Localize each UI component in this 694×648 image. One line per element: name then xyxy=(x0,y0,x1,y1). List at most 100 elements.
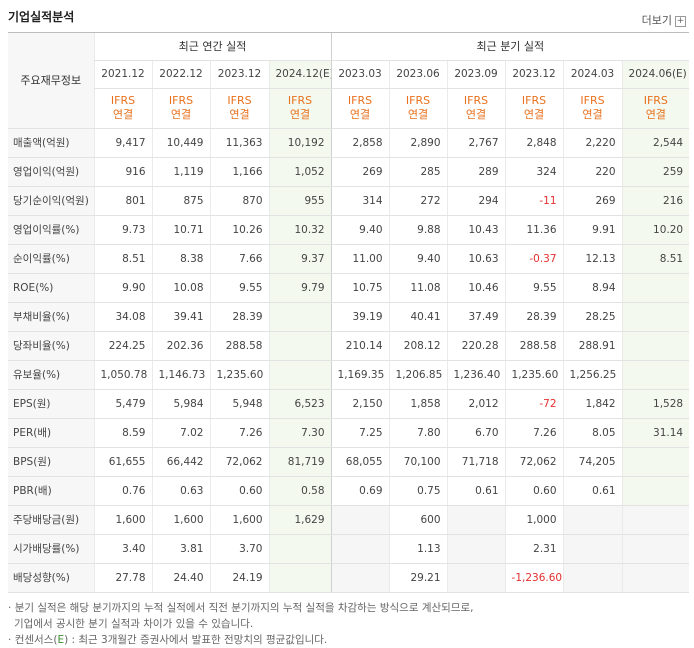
ifrs-basis-header: IFRS 연결 xyxy=(330,88,390,129)
table-cell: 31.14 xyxy=(621,418,690,448)
table-cell: 8.94 xyxy=(562,273,623,303)
table-cell: 1,052 xyxy=(268,157,332,187)
footnote-1-cont: 기업에서 공시한 분기 실적과 차이가 있을 수 있습니다. xyxy=(14,618,254,630)
annual-header: 최근 연간 실적 xyxy=(93,33,332,61)
table-cell: 68,055 xyxy=(330,447,390,477)
table-cell: 2,890 xyxy=(388,127,448,158)
table-cell: 324 xyxy=(504,157,564,187)
period-header: 2023.09 xyxy=(446,60,506,89)
table-cell xyxy=(268,302,332,332)
table-cell: 40.41 xyxy=(388,302,448,332)
table-cell: 10.26 xyxy=(209,214,269,245)
ifrs-basis-header: IFRS 연결 xyxy=(151,88,210,129)
row-label: 순이익률(%) xyxy=(8,244,94,274)
table-row: 주당배당금(원) 1,600 1,600 1,600 1,629 600 1,000 xyxy=(8,504,690,535)
table-cell: 34.08 xyxy=(93,302,152,332)
table-cell: 288.58 xyxy=(504,331,564,361)
table-cell: 216 xyxy=(621,186,690,216)
table-cell: 208.12 xyxy=(388,331,448,361)
table-cell: 66,442 xyxy=(151,447,210,477)
table-cell: 7.26 xyxy=(209,418,269,448)
table-cell xyxy=(562,534,623,564)
table-cell: 5,948 xyxy=(209,388,269,419)
table-cell: 7.26 xyxy=(504,418,564,448)
table-cell xyxy=(562,504,623,535)
table-cell: -0.37 xyxy=(504,244,564,274)
table-cell: 1,236.40 xyxy=(446,360,506,390)
table-cell: 288.58 xyxy=(209,331,269,361)
table-cell: 1,235.60 xyxy=(504,360,564,390)
table-cell: 220 xyxy=(562,157,623,187)
table-cell: 71,718 xyxy=(446,447,506,477)
table-cell: 11.08 xyxy=(388,273,448,303)
row-label: BPS(원) xyxy=(8,447,94,477)
ifrs-basis-header: IFRS 연결 xyxy=(562,88,623,129)
table-row: 영업이익률(%) 9.73 10.71 10.26 10.32 9.40 9.88 10.43… xyxy=(8,214,690,245)
table-cell: 1,528 xyxy=(621,388,690,419)
row-label: 부채비율(%) xyxy=(8,302,94,332)
table-cell: 7.25 xyxy=(330,418,390,448)
table-row: 배당성향(%) 27.78 24.40 24.19 29.21 -1,236.60 xyxy=(8,563,690,593)
table-cell xyxy=(268,534,332,564)
table-row: PBR(배) 0.76 0.63 0.60 0.58 0.69 0.75 0.61 0.60 0.… xyxy=(8,476,690,506)
row-label: 당좌비율(%) xyxy=(8,331,94,361)
table-cell: 1,169.35 xyxy=(330,360,390,390)
basis-label: 연결 xyxy=(407,108,429,121)
table-cell xyxy=(446,504,506,535)
table-cell: 2,858 xyxy=(330,127,390,158)
ifrs-label: IFRS xyxy=(347,94,373,107)
ifrs-label: IFRS xyxy=(521,94,547,107)
basis-label: 연결 xyxy=(289,108,311,121)
row-label: ROE(%) xyxy=(8,273,94,303)
basis-label: 연결 xyxy=(229,108,250,121)
footnote-1: · 분기 실적은 해당 분기까지의 누적 실적에서 직전 분기까지의 누적 실적… xyxy=(8,602,474,614)
table-cell: 955 xyxy=(268,186,332,216)
table-cell: 9.91 xyxy=(562,214,623,245)
table-cell xyxy=(621,504,690,535)
consensus-e: E xyxy=(57,634,65,646)
table-cell: 916 xyxy=(93,157,152,187)
table-cell: 1,166 xyxy=(209,157,269,187)
period-header: 2023.03 xyxy=(330,60,390,89)
table-cell: 0.63 xyxy=(151,476,210,506)
row-label: 당기순이익(억원) xyxy=(8,186,94,216)
table-cell: -1,236.60 xyxy=(504,563,564,593)
table-cell: 5,479 xyxy=(93,388,152,419)
table-cell: 288.91 xyxy=(562,331,623,361)
row-label: 배당성향(%) xyxy=(8,563,94,593)
table-row: 영업이익(억원) 916 1,119 1,166 1,052 269 285 289 324 22… xyxy=(8,157,690,187)
table-cell: 2,012 xyxy=(446,388,506,419)
table-row: PER(배) 8.59 7.02 7.26 7.30 7.25 7.80 6.70 7.26 8.… xyxy=(8,418,690,448)
table-cell: 8.51 xyxy=(621,244,690,274)
row-label: 주당배당금(원) xyxy=(8,504,94,535)
table-cell: 10.46 xyxy=(446,273,506,303)
period-header: 2024.03 xyxy=(562,60,623,89)
more-link[interactable]: 더보기 + xyxy=(642,12,686,28)
table-cell: 0.76 xyxy=(93,476,152,506)
table-cell: -11 xyxy=(504,186,564,216)
basis-label: 연결 xyxy=(645,108,666,121)
table-cell: 70,100 xyxy=(388,447,448,477)
row-header-label: 주요재무정보 xyxy=(8,33,94,129)
table-row: 유보율(%) 1,050.78 1,146.73 1,235.60 1,169.35 1,… xyxy=(8,360,690,390)
section-title: 기업실적분석 xyxy=(8,10,75,24)
ifrs-basis-header: IFRS 연결 xyxy=(93,88,152,129)
table-row: 당기순이익(억원) 801 875 870 955 314 272 294 -11 269 216 xyxy=(8,186,690,216)
table-cell: 10,449 xyxy=(151,127,210,158)
table-cell: 1,629 xyxy=(268,504,332,535)
period-header: 2022.12 xyxy=(151,60,210,89)
table-cell: 0.61 xyxy=(562,476,623,506)
table-cell: 0.60 xyxy=(209,476,269,506)
ifrs-label: IFRS xyxy=(110,94,136,107)
footnote-2-prefix: 컨센서스( xyxy=(14,634,58,646)
table-cell: 2,767 xyxy=(446,127,506,158)
table-cell: 9,417 xyxy=(93,127,152,158)
ifrs-label: IFRS xyxy=(405,94,431,107)
basis-label: 연결 xyxy=(112,108,134,121)
table-cell: 37.49 xyxy=(446,302,506,332)
table-row: 매출액(억원) 9,417 10,449 11,363 10,192 2,858 2,890… xyxy=(8,127,690,158)
table-row: 부채비율(%) 34.08 39.41 28.39 39.19 40.41 37.49 28.… xyxy=(8,302,690,332)
table-cell: 9.55 xyxy=(209,273,269,303)
table-cell: 8.51 xyxy=(93,244,152,274)
table-cell: 1,146.73 xyxy=(151,360,210,390)
